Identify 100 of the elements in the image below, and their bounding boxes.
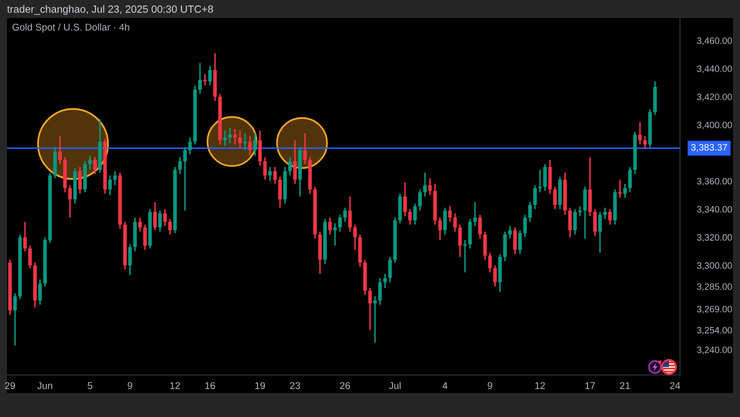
candlestick (533, 184, 537, 210)
y-tick-label: 3,269.00 (697, 306, 732, 314)
candlestick (368, 287, 372, 331)
x-tick-label: 12 (170, 382, 180, 389)
candlestick (418, 188, 422, 212)
x-tick-label: Jul (388, 382, 401, 390)
x-tick-label: 21 (620, 382, 630, 389)
candlestick (483, 230, 487, 260)
candlestick (448, 206, 452, 222)
candlestick (353, 224, 357, 251)
candlestick (538, 169, 542, 193)
x-tick-label: 19 (255, 382, 265, 390)
candlestick (228, 126, 232, 144)
candlestick (573, 208, 577, 236)
candlestick (278, 176, 282, 208)
text: Gold Spot / U.S. Dollar · 4h (12, 23, 130, 33)
candlestick (428, 178, 432, 196)
candlestick (68, 184, 72, 218)
candlestick (603, 207, 607, 220)
candlestick (518, 230, 522, 255)
y-tick-label: 3,300.00 (697, 262, 732, 270)
y-tick-label: 3,360.00 (697, 178, 732, 186)
candlestick (138, 216, 142, 232)
x-tick-label: 17 (585, 382, 595, 389)
y-tick-label: 3,420.00 (697, 94, 732, 102)
y-tick-label: 3,460.00 (697, 37, 732, 45)
candlestick (598, 211, 602, 254)
candlestick (333, 222, 337, 246)
candlestick (13, 292, 17, 346)
x-tick-label: 16 (205, 382, 215, 390)
candlestick (188, 136, 192, 156)
candlestick (78, 166, 82, 194)
candlestick (128, 244, 132, 276)
y-tick-label: 3,240.00 (697, 346, 732, 354)
candlestick (408, 208, 412, 226)
candlestick (58, 135, 62, 165)
candlestick (263, 156, 267, 180)
candlestick (293, 140, 297, 185)
candlestick (513, 226, 517, 255)
candlestick (543, 163, 547, 192)
x-tick-label: 29 (5, 382, 15, 390)
candlestick (178, 156, 182, 175)
candlestick (383, 273, 387, 289)
candlestick (328, 216, 332, 236)
candlestick (593, 208, 597, 237)
candlestick (198, 62, 202, 95)
candlestick (473, 201, 477, 227)
candlestick (223, 130, 227, 147)
candlestick (568, 207, 572, 238)
candlestick (423, 172, 427, 198)
candlestick (258, 130, 262, 166)
candlestick (183, 146, 187, 212)
candlestick (643, 135, 647, 150)
candlestick (238, 130, 242, 150)
y-tick-label: 3,254.00 (697, 326, 732, 335)
y-tick-label: 3,320.00 (697, 234, 732, 242)
candlestick (28, 245, 32, 269)
candlestick (623, 183, 627, 199)
candlestick (438, 216, 442, 241)
ref-line-label: 3,383.37 (691, 144, 728, 152)
x-tick-label: 24 (670, 382, 680, 389)
candlestick (273, 166, 277, 185)
candlestick (378, 277, 382, 306)
candlestick (113, 170, 117, 186)
candlestick (523, 214, 527, 238)
candlestick (143, 224, 147, 251)
candlestick (548, 159, 552, 194)
candlestick (108, 174, 112, 196)
candlestick (288, 156, 292, 176)
candlestick (23, 221, 27, 252)
candlestick (478, 214, 482, 240)
x-tick-label: 26 (340, 382, 350, 390)
candlestick (53, 146, 57, 179)
candlestick (413, 202, 417, 226)
candlestick (628, 166, 632, 193)
candlestick (158, 210, 162, 232)
x-tick-label: 5 (88, 382, 92, 390)
x-tick-label: 12 (535, 382, 545, 389)
candlestick (458, 224, 462, 258)
y-tick-label: 3,340.00 (697, 206, 732, 214)
candlestick (233, 128, 237, 146)
candlestick (268, 166, 272, 182)
candlestick (153, 201, 157, 231)
candlestick (343, 207, 347, 222)
candlestick (303, 132, 307, 165)
y-tick-label: 3,400.00 (697, 122, 732, 130)
candlestick (608, 208, 612, 226)
x-tick-label: 9 (488, 382, 492, 390)
y-tick-label: 3,440.00 (697, 66, 732, 74)
x-tick-label: 9 (128, 382, 132, 390)
candlestick (348, 196, 352, 232)
candlestick (253, 132, 257, 156)
candlestick (243, 132, 247, 151)
candlestick (168, 218, 172, 236)
candlestick (338, 214, 342, 232)
candlestick (38, 278, 42, 306)
candlestick (453, 212, 457, 232)
candlestick (578, 206, 582, 217)
candlestick (403, 182, 407, 217)
candlestick (638, 121, 642, 146)
